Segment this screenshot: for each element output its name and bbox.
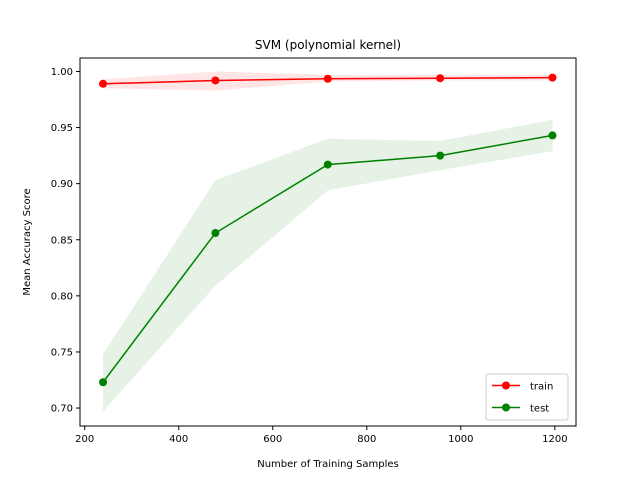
chart-title: SVM (polynomial kernel): [255, 38, 401, 52]
y-tick-label: 0.85: [51, 235, 73, 246]
series-markers: [99, 73, 557, 387]
x-tick-label: 200: [75, 434, 94, 445]
y-tick-label: 1.00: [51, 67, 73, 78]
plot-area: 200 400 600 800 1000 1200 0.70 0.75 0.80 0.85 0.9…: [51, 57, 577, 445]
y-tick-label: 0.70: [51, 404, 73, 415]
point-train: [436, 74, 445, 83]
legend-label-train: train: [530, 382, 553, 393]
x-tick-label: 1200: [542, 434, 567, 445]
point-test: [323, 160, 332, 169]
point-train: [323, 74, 332, 83]
point-test: [548, 131, 557, 140]
legend: train test: [485, 373, 569, 421]
x-tick-label: 1000: [448, 434, 473, 445]
axes-frame: [79, 57, 577, 427]
y-tick-label: 0.90: [51, 179, 73, 190]
point-test: [99, 378, 108, 387]
band-test: [103, 119, 553, 412]
point-train: [99, 79, 108, 88]
point-train: [211, 76, 220, 85]
legend-box: [485, 373, 569, 421]
x-tick-label: 400: [169, 434, 188, 445]
x-axis-label: Number of Training Samples: [257, 459, 399, 470]
y-tick-label: 0.75: [51, 347, 73, 358]
legend-label-test: test: [530, 404, 549, 415]
x-tick-label: 800: [357, 434, 376, 445]
x-axis: 200 400 600 800 1000 1200: [75, 426, 568, 445]
y-tick-label: 0.80: [51, 291, 73, 302]
legend-marker-train: [502, 381, 510, 390]
y-tick-label: 0.95: [51, 123, 73, 134]
point-test: [436, 151, 445, 160]
x-tick-label: 600: [263, 434, 282, 445]
y-axis-label: Mean Accuracy Score: [22, 188, 33, 295]
legend-marker-test: [502, 403, 510, 412]
point-test: [211, 229, 220, 238]
point-train: [548, 73, 557, 82]
y-axis: 0.70 0.75 0.80 0.85 0.90 0.95 1.00: [51, 67, 80, 415]
